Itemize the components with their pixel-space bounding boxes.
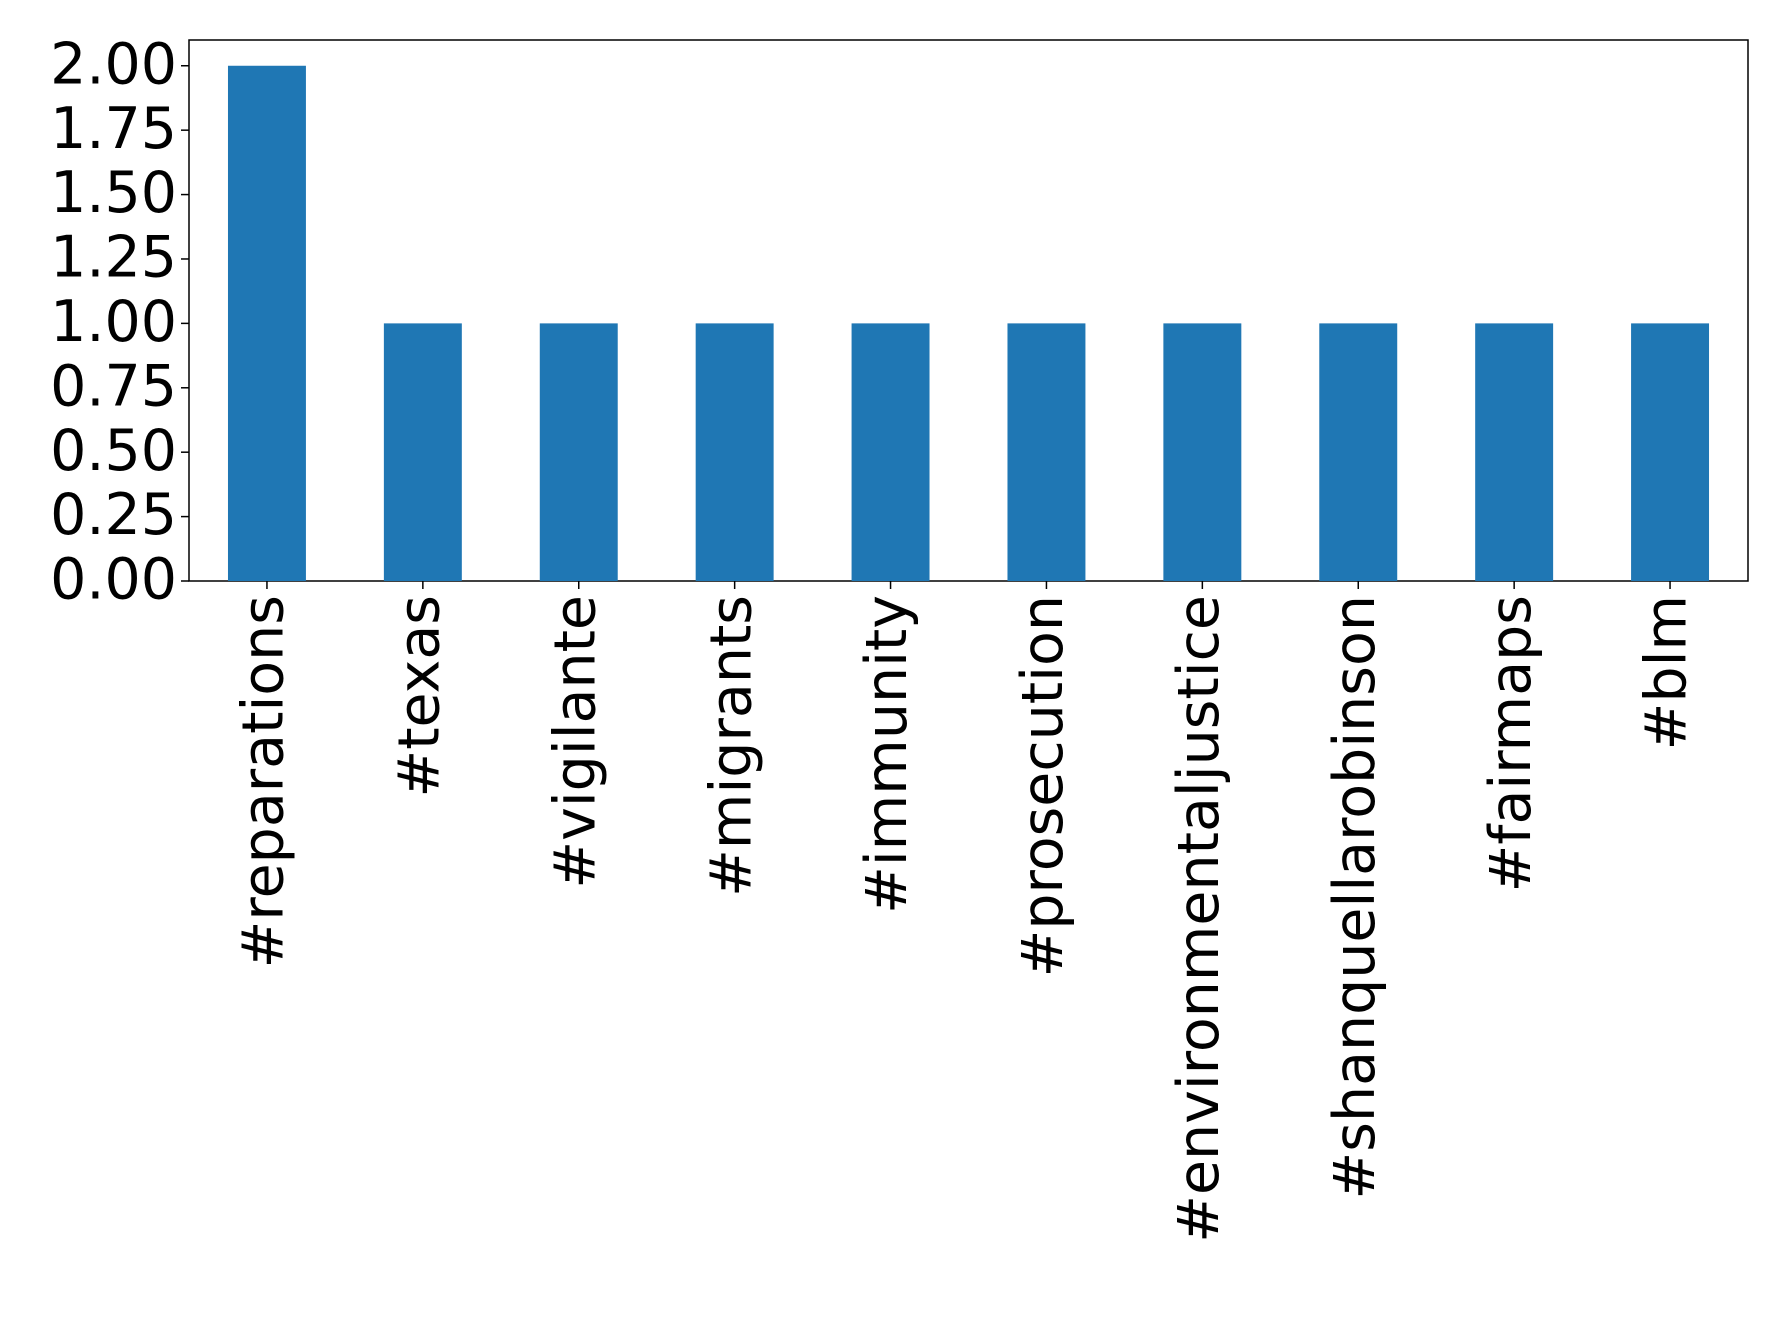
x-tick-label: #vigilante <box>542 595 608 889</box>
y-tick-label: 1.25 <box>50 225 177 291</box>
x-tick-label: #shanquellarobinson <box>1322 595 1388 1200</box>
x-tick-label: #reparations <box>231 595 297 968</box>
bar <box>1319 323 1398 581</box>
bar <box>695 323 774 581</box>
bar <box>851 323 930 581</box>
y-tick-label: 1.00 <box>50 289 177 355</box>
x-tick-label: #fairmaps <box>1478 595 1544 892</box>
y-tick-label: 0.75 <box>50 353 177 419</box>
bar <box>227 65 306 581</box>
y-tick-label: 0.00 <box>50 547 177 613</box>
y-tick-label: 2.00 <box>50 31 177 97</box>
bar <box>1475 323 1554 581</box>
bar <box>1631 323 1710 581</box>
y-tick-label: 1.50 <box>50 160 177 226</box>
bar <box>1007 323 1086 581</box>
bar <box>1163 323 1242 581</box>
x-tick-label: #prosecution <box>1010 595 1076 977</box>
x-tick-label: #immunity <box>854 595 920 914</box>
y-tick-label: 0.25 <box>50 482 177 548</box>
x-tick-label: #migrants <box>698 595 764 897</box>
plot-frame <box>188 39 1749 582</box>
x-tick-label: #blm <box>1634 595 1700 750</box>
x-tick-label: #texas <box>386 595 452 798</box>
y-tick-label: 0.50 <box>50 418 177 484</box>
x-tick-label: #environmentaljustice <box>1166 595 1232 1243</box>
y-tick-label: 1.75 <box>50 96 177 162</box>
bar <box>383 323 462 581</box>
bar <box>539 323 618 581</box>
